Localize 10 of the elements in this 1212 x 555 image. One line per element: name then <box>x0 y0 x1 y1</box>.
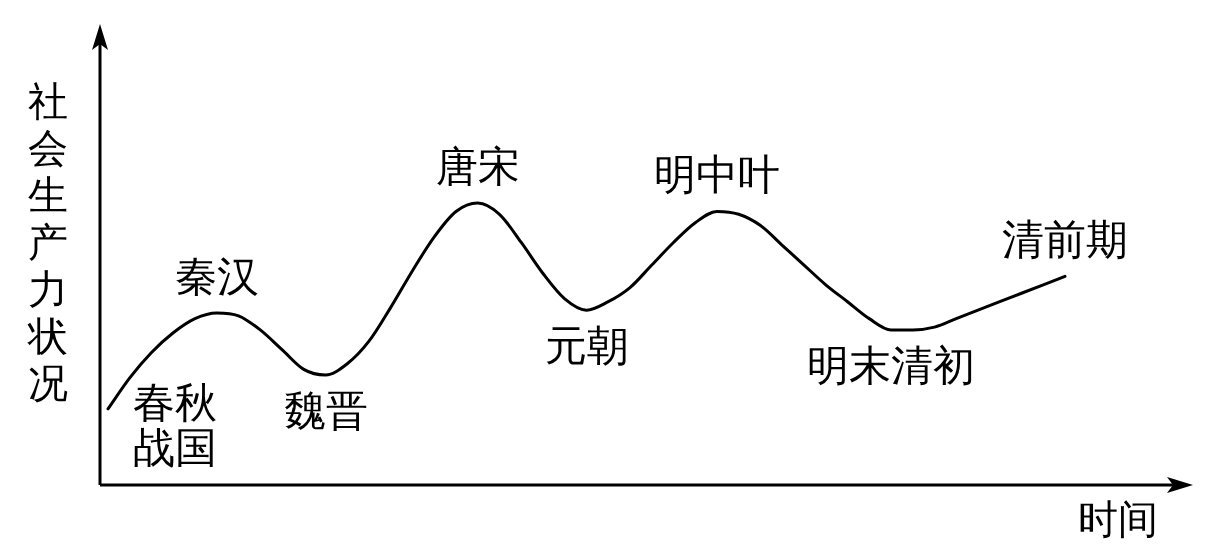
annotation: 秦汉 <box>174 253 259 300</box>
annotation: 魏晋 <box>283 388 368 435</box>
annotation: 唐宋 <box>435 144 520 190</box>
annotation: 元朝 <box>544 323 629 370</box>
annotation: 清前期 <box>1002 217 1128 264</box>
annotation: 春秋战国 <box>133 379 217 471</box>
annotation: 明末清初 <box>807 342 975 389</box>
annotation: 明中叶 <box>654 152 780 199</box>
y-axis-title: 社会生产力状况 <box>27 78 68 406</box>
x-axis-title: 时间 <box>1078 496 1158 542</box>
